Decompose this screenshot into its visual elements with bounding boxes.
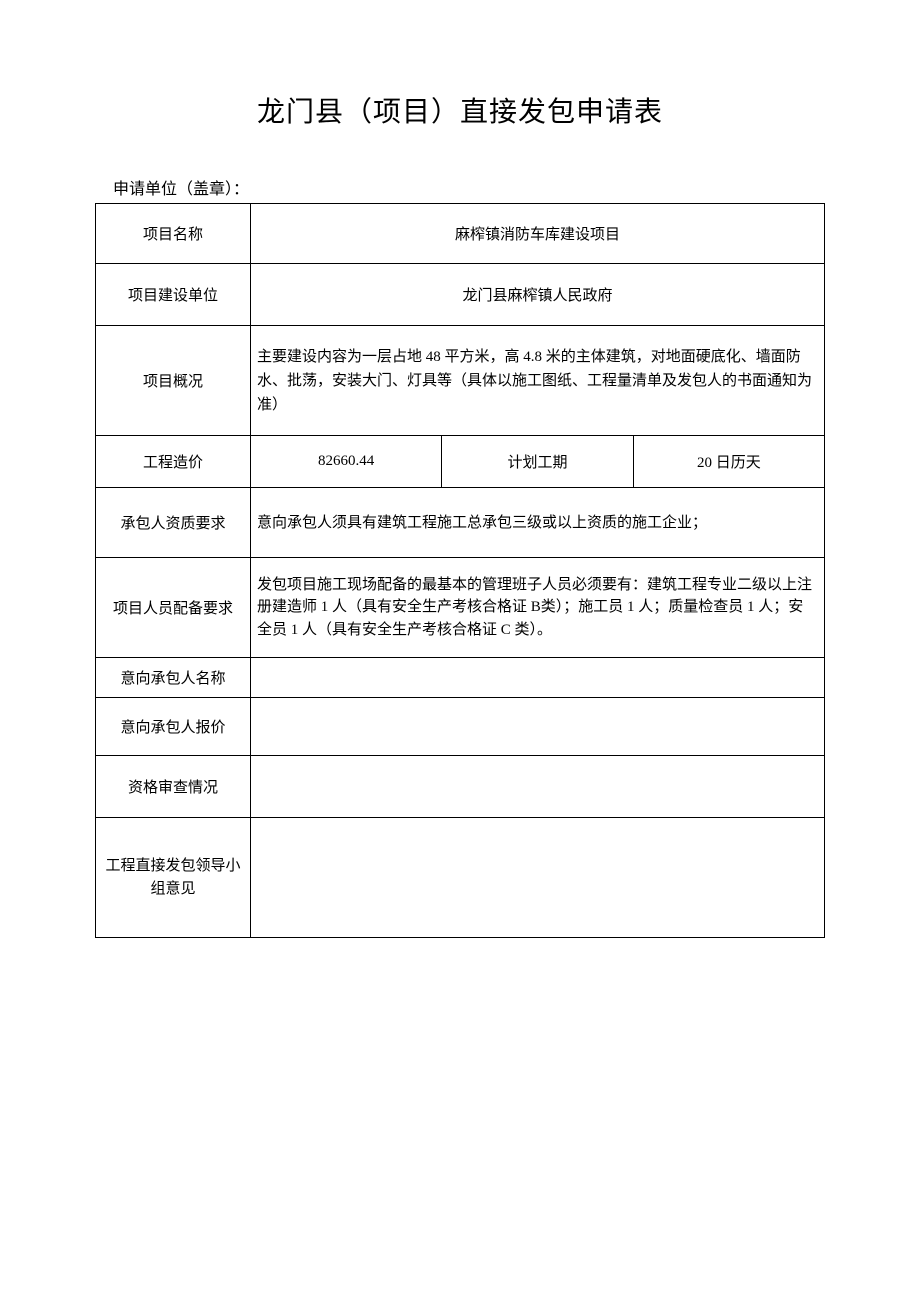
application-table: 项目名称 麻榨镇消防车库建设项目 项目建设单位 龙门县麻榨镇人民政府 项目概况 … bbox=[95, 203, 825, 938]
value-opinion bbox=[251, 818, 825, 938]
value-contractor-price bbox=[251, 698, 825, 756]
label-cost: 工程造价 bbox=[96, 436, 251, 488]
value-contractor-name bbox=[251, 658, 825, 698]
label-qualification: 承包人资质要求 bbox=[96, 488, 251, 558]
applicant-unit-label: 申请单位（盖章）： bbox=[95, 175, 825, 199]
label-opinion-line1: 工程直接发包领导小 bbox=[105, 858, 240, 874]
value-review bbox=[251, 756, 825, 818]
label-opinion-line2: 组意见 bbox=[150, 881, 195, 897]
value-qualification: 意向承包人须具有建筑工程施工总承包三级或以上资质的施工企业； bbox=[251, 488, 825, 558]
value-project-name: 麻榨镇消防车库建设项目 bbox=[251, 204, 825, 264]
label-period: 计划工期 bbox=[442, 436, 633, 488]
label-build-unit: 项目建设单位 bbox=[96, 264, 251, 326]
row-build-unit: 项目建设单位 龙门县麻榨镇人民政府 bbox=[96, 264, 825, 326]
value-overview: 主要建设内容为一层占地 48 平方米，高 4.8 米的主体建筑，对地面硬底化、墙… bbox=[251, 326, 825, 436]
row-overview: 项目概况 主要建设内容为一层占地 48 平方米，高 4.8 米的主体建筑，对地面… bbox=[96, 326, 825, 436]
value-build-unit: 龙门县麻榨镇人民政府 bbox=[251, 264, 825, 326]
row-project-name: 项目名称 麻榨镇消防车库建设项目 bbox=[96, 204, 825, 264]
label-contractor-name: 意向承包人名称 bbox=[96, 658, 251, 698]
value-staffing: 发包项目施工现场配备的最基本的管理班子人员必须要有：建筑工程专业二级以上注册建造… bbox=[251, 558, 825, 658]
row-review: 资格审查情况 bbox=[96, 756, 825, 818]
row-staffing: 项目人员配备要求 发包项目施工现场配备的最基本的管理班子人员必须要有：建筑工程专… bbox=[96, 558, 825, 658]
label-overview: 项目概况 bbox=[96, 326, 251, 436]
label-contractor-price: 意向承包人报价 bbox=[96, 698, 251, 756]
row-contractor-name: 意向承包人名称 bbox=[96, 658, 825, 698]
page-title: 龙门县（项目）直接发包申请表 bbox=[95, 90, 825, 130]
label-project-name: 项目名称 bbox=[96, 204, 251, 264]
value-period: 20 日历天 bbox=[633, 436, 824, 488]
row-opinion: 工程直接发包领导小 组意见 bbox=[96, 818, 825, 938]
row-qualification: 承包人资质要求 意向承包人须具有建筑工程施工总承包三级或以上资质的施工企业； bbox=[96, 488, 825, 558]
row-cost: 工程造价 82660.44 计划工期 20 日历天 bbox=[96, 436, 825, 488]
value-cost: 82660.44 bbox=[251, 436, 442, 488]
label-review: 资格审查情况 bbox=[96, 756, 251, 818]
row-contractor-price: 意向承包人报价 bbox=[96, 698, 825, 756]
label-staffing: 项目人员配备要求 bbox=[96, 558, 251, 658]
label-opinion: 工程直接发包领导小 组意见 bbox=[96, 818, 251, 938]
